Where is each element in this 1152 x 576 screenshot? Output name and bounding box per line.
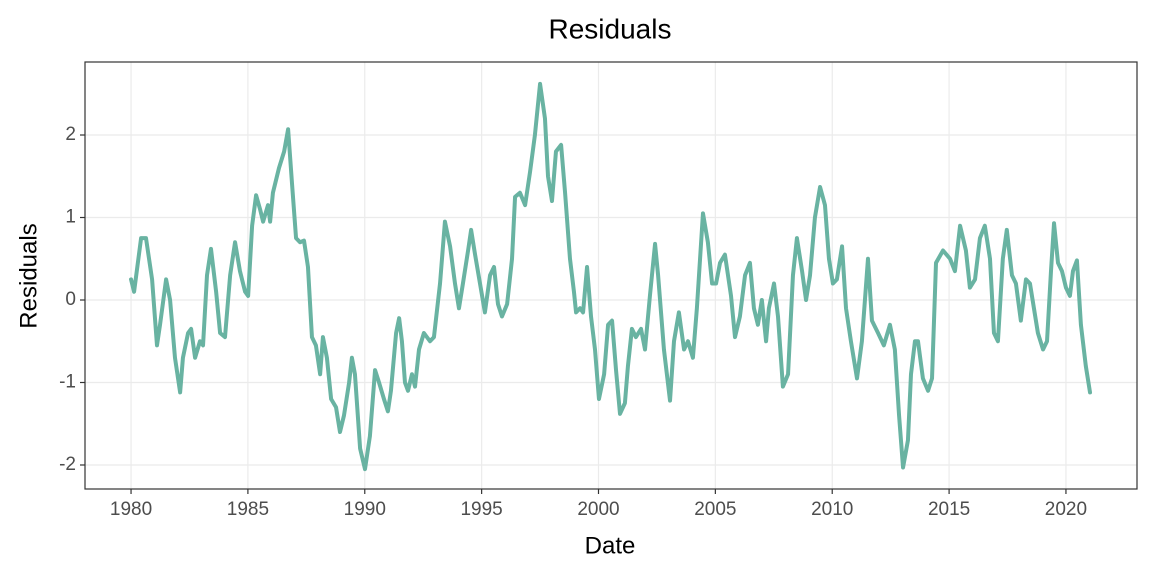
x-tick-label: 2015	[928, 499, 970, 520]
panel-border	[84, 61, 1138, 490]
x-tick-label: 2020	[1045, 499, 1087, 520]
x-tick-label: 1985	[227, 499, 269, 520]
y-tick-label: -1	[59, 372, 76, 393]
x-axis-title: Date	[585, 532, 636, 559]
x-tick-label: 1980	[110, 499, 152, 520]
y-tick-label: 2	[65, 124, 76, 145]
line	[129, 81, 1093, 472]
x-tick-label: 1990	[344, 499, 386, 520]
y-tick-label: 1	[65, 207, 76, 228]
x-tick-label: 2010	[811, 499, 853, 520]
panel	[85, 62, 1137, 489]
y-tick-label: -2	[59, 454, 76, 475]
chart-title: Residuals	[549, 13, 672, 44]
x-tick-label: 2005	[694, 499, 736, 520]
x-tick-label: 1995	[460, 499, 502, 520]
x-tick-label: 2000	[577, 499, 619, 520]
y-tick-label: 0	[65, 289, 76, 310]
y-axis-title: Residuals	[15, 223, 42, 328]
